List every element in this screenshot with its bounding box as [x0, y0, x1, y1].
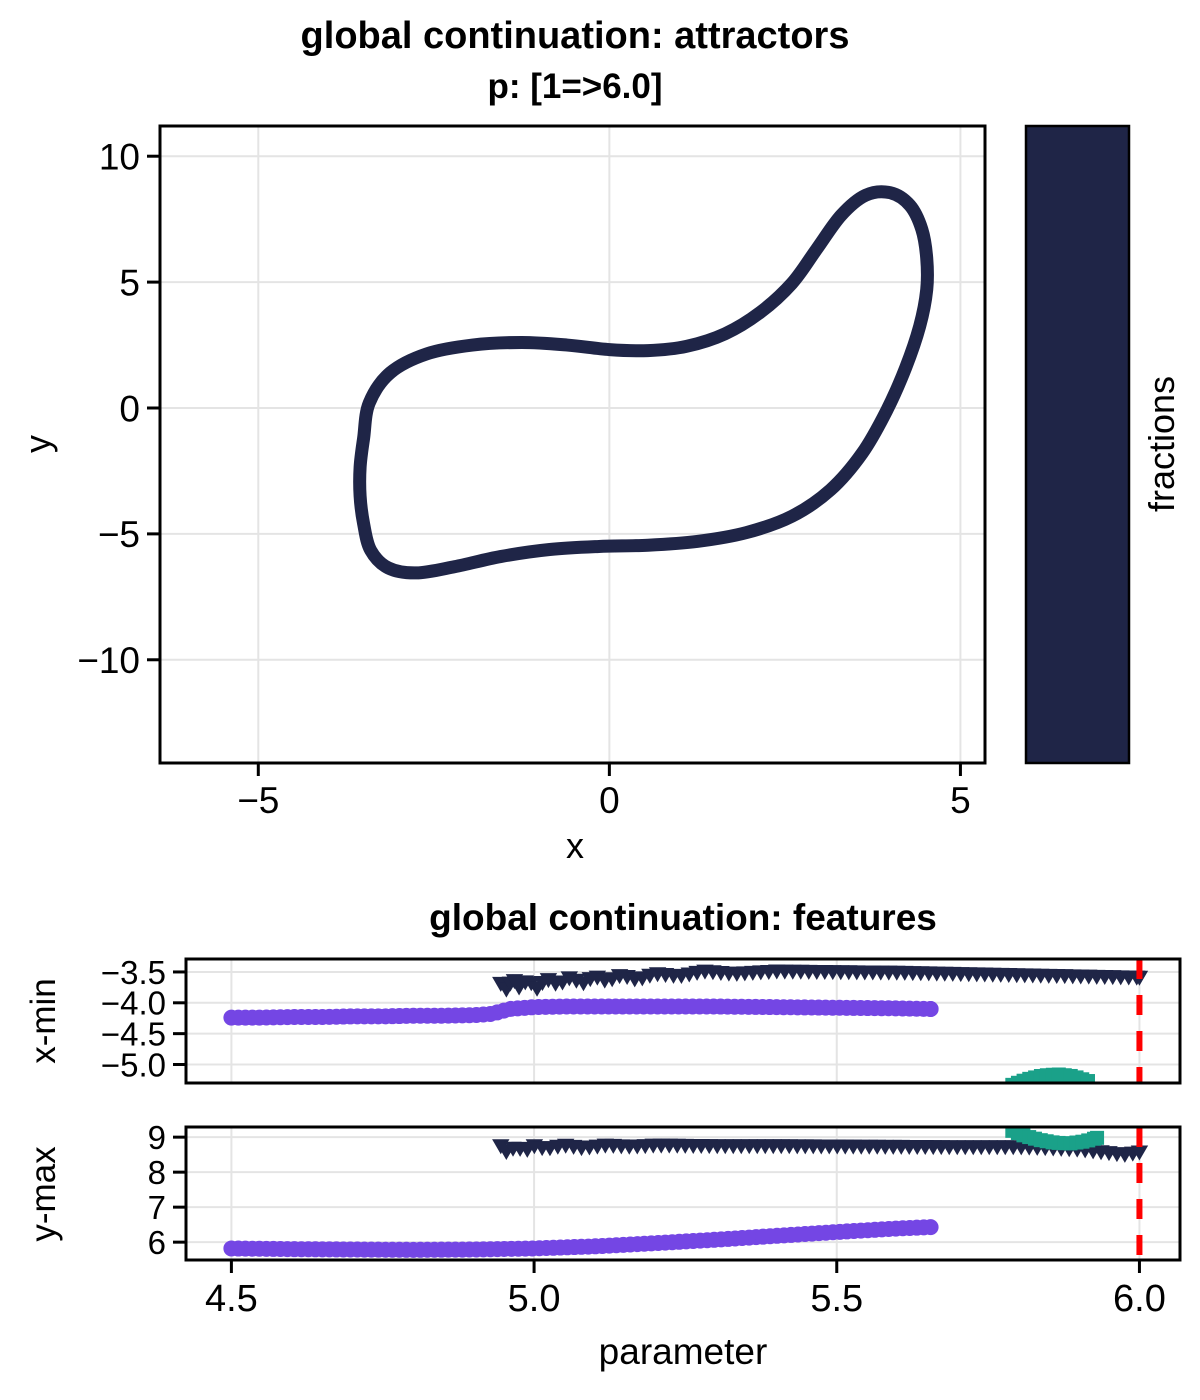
- attractors-y-axis-label: y: [17, 435, 59, 453]
- series-line-limit-cycle-attractor: [353, 185, 934, 580]
- colorbar-swatch: [1024, 124, 1131, 765]
- series-marker: [922, 1219, 939, 1236]
- tick-label: 4.5: [205, 1278, 258, 1320]
- tick-label: −5: [237, 780, 279, 821]
- features-x-axis-label: parameter: [598, 1331, 768, 1372]
- tick-label: −3.5: [101, 954, 166, 991]
- tick-label: 9: [148, 1119, 166, 1156]
- axis-spine: [184, 957, 1182, 1085]
- tick-label: 5: [119, 262, 140, 303]
- axis-spine: [158, 124, 987, 765]
- tick-label: −10: [77, 640, 140, 681]
- tick-label: −5: [98, 514, 140, 555]
- tick-label: 0: [119, 388, 140, 429]
- tick-label: 5.5: [810, 1278, 863, 1320]
- series-marker: [1080, 1074, 1095, 1083]
- tick-label: −4.5: [101, 1016, 166, 1053]
- tick-label: 6.0: [1113, 1278, 1166, 1320]
- colorbar-label: fractions: [1141, 375, 1183, 513]
- series-marker: [1130, 1145, 1149, 1161]
- attractors-title: global continuation: attractors: [300, 15, 850, 57]
- tick-label: 5: [950, 780, 971, 821]
- xmin-y-axis-label: x-min: [23, 978, 63, 1064]
- attractors-x-axis-label: x: [566, 825, 584, 866]
- tick-label: 6: [148, 1224, 166, 1261]
- attractors-subtitle: p: [1=>6.0]: [487, 67, 663, 106]
- tick-label: 8: [148, 1154, 166, 1191]
- tick-label: 10: [99, 137, 140, 178]
- ymax-y-axis-label: y-max: [23, 1146, 63, 1242]
- tick-label: −5.0: [101, 1046, 166, 1083]
- tick-label: 5.0: [508, 1278, 561, 1320]
- tick-label: −4.0: [101, 985, 166, 1022]
- series-marker: [922, 1000, 939, 1017]
- axis-spine: [184, 1125, 1182, 1262]
- tick-label: 7: [148, 1189, 166, 1226]
- series-marker: [1090, 1130, 1105, 1145]
- features-title: global continuation: features: [429, 897, 937, 938]
- tick-label: 0: [599, 780, 620, 821]
